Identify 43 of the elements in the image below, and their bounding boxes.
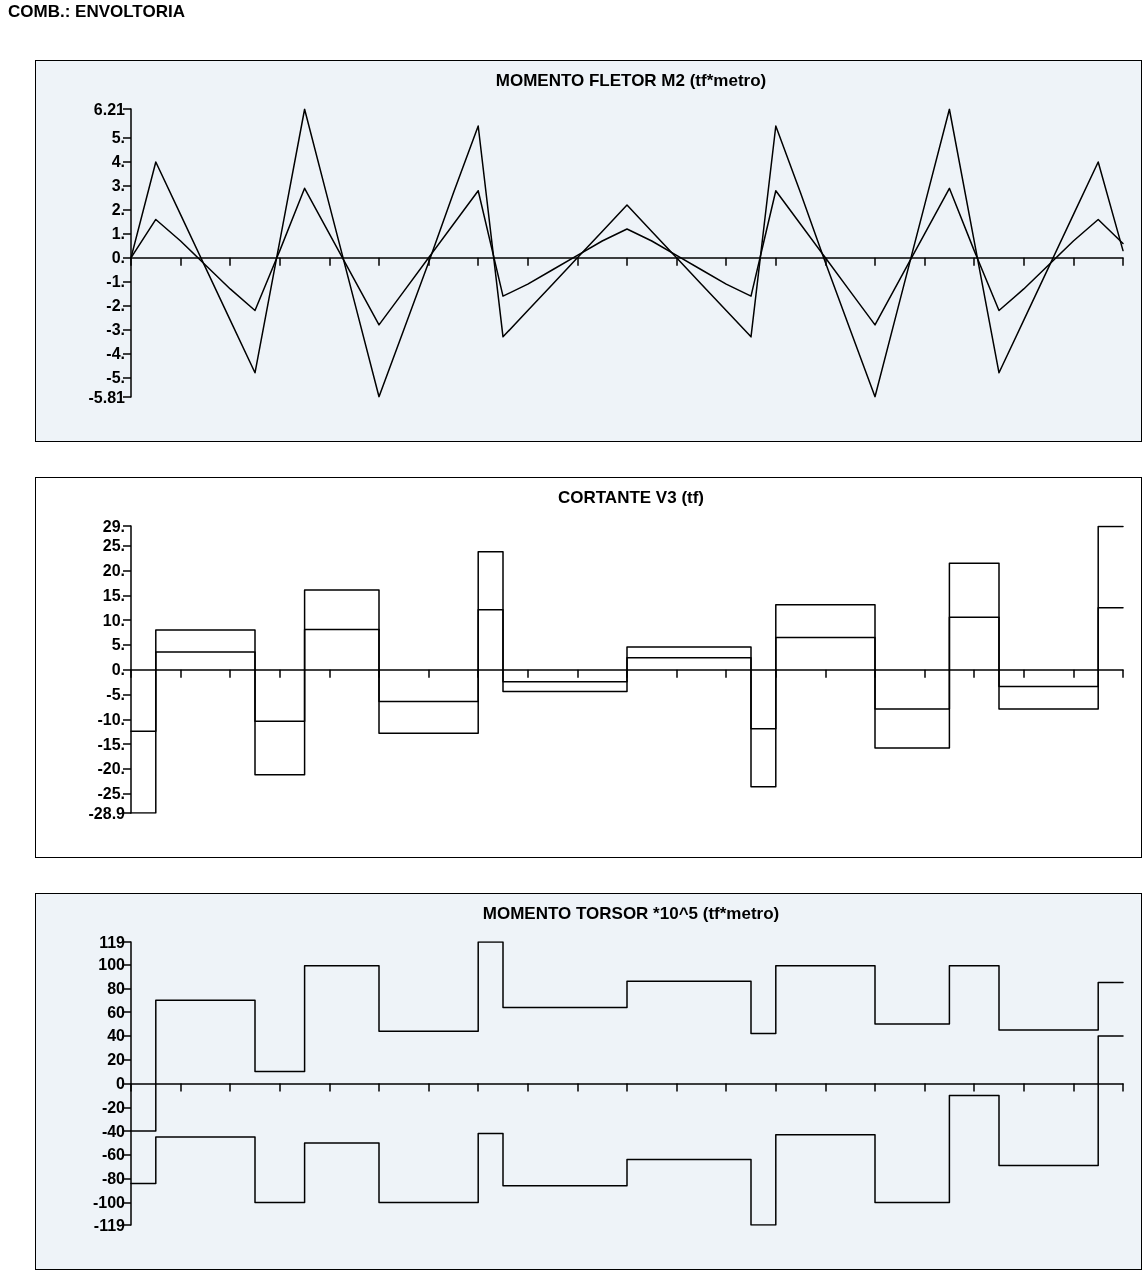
y-tick-label: 15.: [102, 586, 125, 604]
y-tick-label: -5.81: [88, 388, 126, 406]
chart-title: CORTANTE V3 (tf): [557, 488, 705, 507]
y-tick-label: -1.: [106, 273, 125, 291]
y-tick-label: -119: [93, 1216, 126, 1234]
y-tick-label: 3.: [111, 177, 125, 195]
y-tick-label: -80: [101, 1170, 126, 1188]
y-tick-label: 80: [107, 979, 126, 997]
y-tick-label: 100: [98, 956, 126, 974]
y-tick-label: 0.: [111, 249, 125, 267]
y-tick-label: 20: [107, 1051, 126, 1069]
y-tick-label: -15.: [97, 735, 125, 753]
y-tick-label: -10.: [97, 710, 125, 728]
y-tick-label: 20.: [102, 562, 125, 580]
chart-title: MOMENTO FLETOR M2 (tf*metro): [495, 71, 767, 90]
y-tick-label: 119: [99, 933, 126, 951]
y-tick-label: 25.: [102, 537, 125, 555]
y-tick-label: -20: [101, 1098, 126, 1116]
y-tick-label: -4.: [106, 345, 125, 363]
y-tick-label: 5.: [111, 129, 125, 147]
text: COMB.: ENVOLTORIA: [8, 2, 185, 22]
y-tick-label: -28.9: [88, 804, 126, 822]
y-tick-label: 0: [116, 1075, 126, 1092]
y-tick-label: 40: [107, 1027, 126, 1045]
y-tick-label: -5.: [106, 369, 125, 387]
y-tick-label: -25.: [97, 785, 125, 803]
y-tick-label: 4.: [111, 153, 125, 171]
chart-title: MOMENTO TORSOR *10^5 (tf*metro): [482, 904, 780, 923]
y-tick-label: -100: [92, 1193, 126, 1211]
y-tick-label: -20.: [97, 760, 125, 778]
y-tick-label: 29.: [102, 517, 125, 535]
y-tick-label: -2.: [106, 297, 125, 315]
y-tick-label: 6.21: [93, 100, 126, 118]
y-tick-label: 60: [107, 1003, 126, 1021]
y-tick-label: 10.: [102, 611, 125, 629]
y-tick-label: -40: [101, 1122, 126, 1140]
y-tick-label: 5.: [111, 636, 125, 654]
y-tick-label: -60: [101, 1146, 126, 1164]
y-tick-label: -3.: [106, 321, 125, 339]
y-tick-label: 1.: [111, 225, 125, 243]
y-tick-label: -5.: [106, 686, 125, 704]
y-tick-label: 2.: [111, 201, 125, 219]
y-tick-label: 0.: [111, 661, 125, 679]
